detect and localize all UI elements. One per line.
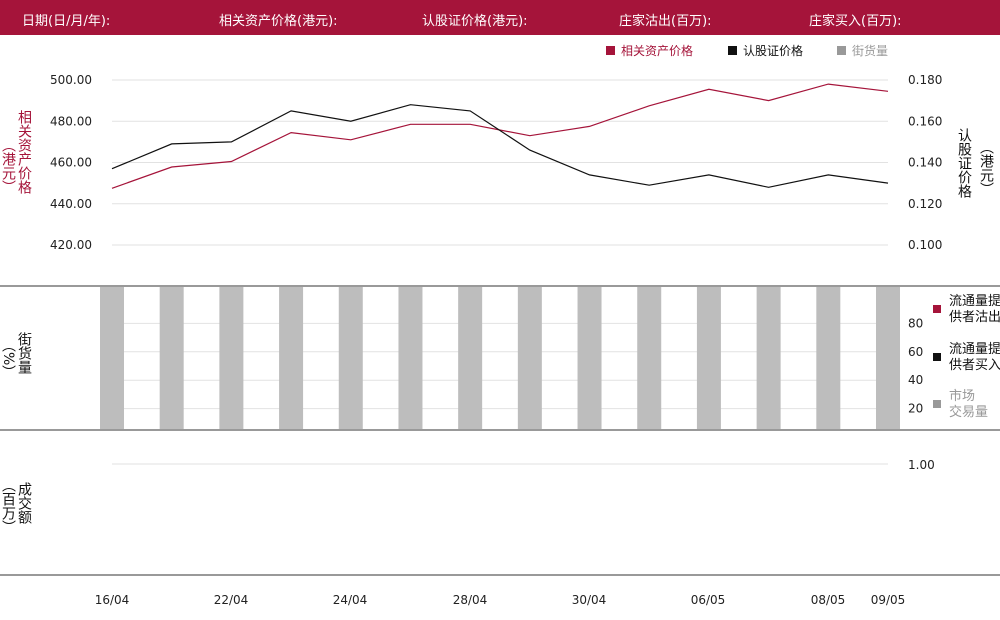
right-tick-label: 0.140 <box>908 156 942 170</box>
outstanding-bar <box>159 287 184 429</box>
outstanding-bar <box>517 287 542 429</box>
outstanding-axis-unit: （%） <box>0 338 16 379</box>
right-tick-label: 0.180 <box>908 73 942 87</box>
volume-axis-unit: （百万） <box>0 478 16 534</box>
volume-axis-label-main: 成交额 <box>16 482 32 524</box>
volume-axis-unit-text: （百万） <box>0 478 16 534</box>
header-asset-label: 相关资产价格(港元): <box>219 14 338 29</box>
legend-mm-buy-swatch <box>933 353 941 361</box>
left-tick-label: 420.00 <box>50 238 92 252</box>
warrant-price-line <box>111 104 889 188</box>
outstanding-bar <box>577 287 602 429</box>
header-bar: 日期(日/月/年): 相关资产价格(港元): 认股证价格(港元): 庄家沽出(百… <box>0 0 1000 35</box>
left-tick-label: 480.00 <box>50 114 92 128</box>
legend-mm-sell-text: 流通量提 供者沽出 <box>949 294 1000 326</box>
right-tick-label: 0.120 <box>908 197 942 211</box>
header-mm-sell-label: 庄家沽出(百万): <box>619 14 712 29</box>
legend-outstanding-label: 街货量 <box>852 43 888 58</box>
x-tick-label: 30/04 <box>572 593 607 607</box>
right-tick-label: 0.160 <box>908 114 942 128</box>
header-warrant-label: 认股证价格(港元): <box>422 14 528 29</box>
left-axis-unit: （港元） <box>0 138 16 194</box>
outstanding-bar <box>338 287 363 429</box>
outstanding-bar <box>458 287 483 429</box>
outstanding-bar <box>219 287 244 429</box>
x-tick-label: 06/05 <box>691 593 726 607</box>
left-axis-label-main: 相关资产价格 <box>16 110 32 194</box>
outstanding-bar <box>398 287 423 429</box>
legend-warrant-swatch <box>728 46 737 55</box>
right-axis-label-main: 认股证价格 <box>956 128 972 198</box>
legend-asset-swatch <box>606 46 615 55</box>
outstanding-bar <box>100 287 124 429</box>
x-tick-label: 16/04 <box>95 593 130 607</box>
legend-mm-buy-line1: 流通量提 <box>949 342 1000 357</box>
outstanding-bar <box>756 287 781 429</box>
legend-market-swatch <box>933 400 941 408</box>
legend-asset-label: 相关资产价格 <box>621 43 693 58</box>
header-mm-buy-label: 庄家买入(百万): <box>809 14 902 29</box>
x-tick-label: 24/04 <box>333 593 368 607</box>
x-tick-label: 28/04 <box>453 593 488 607</box>
volume-tick-label: 1.00 <box>908 458 935 472</box>
legend-outstanding-swatch <box>837 46 846 55</box>
header-date-label: 日期(日/月/年): <box>22 14 111 29</box>
outstanding-axis-label: 街货量 <box>16 332 32 374</box>
legend-mm-buy-text: 流通量提 供者买入 <box>949 342 1000 374</box>
outstanding-axis-label-main: 街货量 <box>16 332 32 374</box>
volume-axis-label: 成交额 <box>16 482 32 524</box>
left-axis-label: 相关资产价格 <box>16 110 32 194</box>
outstanding-tick-label: 40 <box>908 373 923 387</box>
legend-mm-buy-line2: 供者买入 <box>949 358 1000 373</box>
outstanding-bar <box>696 287 721 429</box>
legend-market-line1: 市场 <box>949 389 976 404</box>
outstanding-tick-label: 60 <box>908 345 923 359</box>
legend-mm-sell-line1: 流通量提 <box>949 294 1000 309</box>
outstanding-bar <box>816 287 841 429</box>
left-tick-label: 460.00 <box>50 156 92 170</box>
legend-market-line2: 交易量 <box>949 405 989 420</box>
outstanding-tick-label: 80 <box>908 316 923 330</box>
right-axis-unit: （港元） <box>978 140 994 196</box>
right-axis-label: 认股证价格 <box>956 128 972 198</box>
x-tick-label: 09/05 <box>871 593 906 607</box>
outstanding-bar <box>876 287 900 429</box>
x-tick-label: 08/05 <box>811 593 846 607</box>
left-tick-label: 440.00 <box>50 197 92 211</box>
legend-market-text: 市场 交易量 <box>949 389 988 421</box>
legend-mm-sell-swatch <box>933 305 941 313</box>
outstanding-axis-unit-text: （%） <box>0 338 16 380</box>
outstanding-tick-label: 20 <box>908 402 923 416</box>
asset-price-line <box>111 83 889 189</box>
x-tick-label: 22/04 <box>214 593 249 607</box>
outstanding-bar <box>279 287 304 429</box>
left-axis-unit-text: （港元） <box>0 138 16 194</box>
right-axis-unit-text: （港元） <box>978 140 994 196</box>
outstanding-bar <box>637 287 662 429</box>
legend-mm-sell-line2: 供者沽出 <box>949 310 1000 325</box>
left-tick-label: 500.00 <box>50 73 92 87</box>
legend-warrant-label: 认股证价格 <box>743 43 803 58</box>
right-tick-label: 0.100 <box>908 238 942 252</box>
